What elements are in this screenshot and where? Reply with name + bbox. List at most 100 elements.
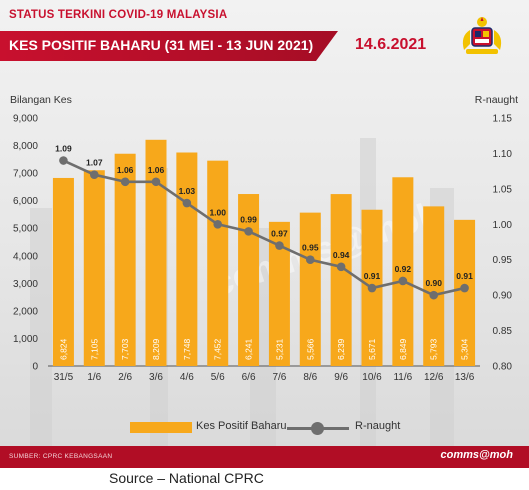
bar-value-label: 5,793 xyxy=(429,338,439,360)
y-tick-right-label: 0.90 xyxy=(493,291,513,302)
x-tick-label: 5/6 xyxy=(211,372,225,383)
y-tick-right-label: 1.05 xyxy=(493,184,513,195)
bar xyxy=(423,206,445,366)
bar xyxy=(207,160,229,366)
legend-bar-label: Kes Positif Baharu xyxy=(196,420,287,432)
r-naught-label: 0.90 xyxy=(425,278,442,288)
footer-band xyxy=(0,446,529,468)
title-banner: KES POSITIF BAHARU (31 MEI - 13 JUN 2021… xyxy=(0,31,338,61)
y-tick-left-label: 6,000 xyxy=(13,196,38,207)
r-naught-label: 1.06 xyxy=(148,165,165,175)
status-title: STATUS TERKINI COVID-19 MALAYSIA xyxy=(9,9,228,21)
bar-value-label: 7,748 xyxy=(182,338,192,360)
bar xyxy=(299,212,321,366)
r-naught-label: 1.00 xyxy=(209,207,226,217)
x-tick-label: 1/6 xyxy=(87,372,101,383)
r-naught-point xyxy=(429,290,439,300)
skyline-decoration xyxy=(30,208,52,468)
y-tick-left-label: 3,000 xyxy=(13,279,38,290)
bar-value-label: 5,304 xyxy=(460,338,470,360)
bar-value-label: 6,239 xyxy=(336,338,346,360)
x-tick-label: 8/6 xyxy=(303,372,317,383)
y-tick-right-label: 0.95 xyxy=(493,255,513,266)
bar-value-label: 7,452 xyxy=(213,338,223,360)
x-tick-label: 31/5 xyxy=(54,372,74,383)
footer-source: SUMBER: CPRC KEBANGSAAN xyxy=(9,453,113,460)
r-naught-label: 1.07 xyxy=(86,158,103,168)
source-caption: Source – National CPRC xyxy=(109,470,264,486)
y-tick-right-label: 1.10 xyxy=(493,149,513,160)
bar-value-label: 5,566 xyxy=(305,338,315,360)
legend-bar-swatch xyxy=(130,422,192,433)
coat-of-arms-icon xyxy=(462,17,502,54)
r-naught-point xyxy=(151,177,161,187)
r-naught-point xyxy=(398,276,408,286)
y-tick-left-label: 8,000 xyxy=(13,141,38,152)
r-naught-label: 0.95 xyxy=(302,243,319,253)
bar xyxy=(114,153,136,366)
x-tick-label: 13/6 xyxy=(455,372,475,383)
r-naught-point xyxy=(305,255,315,265)
y-tick-left-label: 7,000 xyxy=(13,169,38,180)
r-naught-point xyxy=(59,156,68,165)
y-tick-right-label: 1.15 xyxy=(493,114,513,125)
y-tick-left-label: 4,000 xyxy=(13,251,38,262)
bar xyxy=(330,194,352,366)
y-tick-left-label: 0 xyxy=(32,362,38,373)
r-naught-point xyxy=(89,170,99,179)
bar-value-label: 7,105 xyxy=(89,338,99,360)
bar xyxy=(176,152,198,366)
x-tick-label: 9/6 xyxy=(334,372,348,383)
y-axis-right-label: R-naught xyxy=(475,94,518,106)
bar xyxy=(268,221,290,366)
y-tick-left-label: 5,000 xyxy=(13,224,38,235)
bar-value-label: 7,703 xyxy=(120,338,130,360)
r-naught-point xyxy=(336,262,346,272)
r-naught-point xyxy=(182,198,192,208)
x-tick-label: 3/6 xyxy=(149,372,163,383)
bar xyxy=(145,139,167,366)
bar-value-label: 5,671 xyxy=(367,338,377,360)
bar xyxy=(238,194,260,366)
r-naught-label: 1.09 xyxy=(55,144,72,154)
x-tick-label: 12/6 xyxy=(424,372,444,383)
r-naught-point xyxy=(244,227,253,236)
x-tick-label: 7/6 xyxy=(272,372,286,383)
x-tick-label: 6/6 xyxy=(242,372,256,383)
infographic-card: STATUS TERKINI COVID-19 MALAYSIA KES POS… xyxy=(0,0,529,468)
bar-value-label: 6,241 xyxy=(244,338,254,360)
bar xyxy=(83,170,105,366)
legend-line-marker xyxy=(311,422,324,435)
x-tick-label: 4/6 xyxy=(180,372,194,383)
bar-value-label: 8,209 xyxy=(151,338,161,360)
r-naught-point xyxy=(367,283,377,293)
x-tick-label: 10/6 xyxy=(362,372,382,383)
legend-line-label: R-naught xyxy=(355,420,401,432)
x-tick-label: 11/6 xyxy=(393,372,412,383)
footer-brand: comms@moh xyxy=(440,449,513,461)
report-date: 14.6.2021 xyxy=(355,36,427,53)
r-naught-label: 1.03 xyxy=(179,186,196,196)
r-naught-line xyxy=(62,159,465,297)
r-naught-label: 0.99 xyxy=(240,214,257,224)
r-naught-label: 1.06 xyxy=(117,165,134,175)
r-naught-label: 0.94 xyxy=(333,250,350,260)
y-tick-left-label: 2,000 xyxy=(13,306,38,317)
y-tick-right-label: 0.85 xyxy=(493,326,513,337)
y-tick-left-label: 1,000 xyxy=(13,334,38,345)
r-naught-point xyxy=(213,219,223,229)
r-naught-point xyxy=(460,283,469,293)
bar-value-label: 6,849 xyxy=(398,338,408,360)
y-tick-right-label: 0.80 xyxy=(493,362,513,373)
r-naught-point xyxy=(120,177,130,187)
bar xyxy=(392,177,414,366)
bar-value-label: 5,231 xyxy=(274,338,284,360)
r-naught-label: 0.91 xyxy=(364,271,381,281)
bar-value-label: 6,824 xyxy=(58,338,68,360)
r-naught-point xyxy=(275,241,284,250)
r-naught-label: 0.91 xyxy=(456,271,473,281)
banner-title: KES POSITIF BAHARU (31 MEI - 13 JUN 2021… xyxy=(9,37,314,53)
x-tick-label: 2/6 xyxy=(118,372,132,383)
r-naught-label: 0.97 xyxy=(271,229,288,239)
r-naught-label: 0.92 xyxy=(395,264,412,274)
